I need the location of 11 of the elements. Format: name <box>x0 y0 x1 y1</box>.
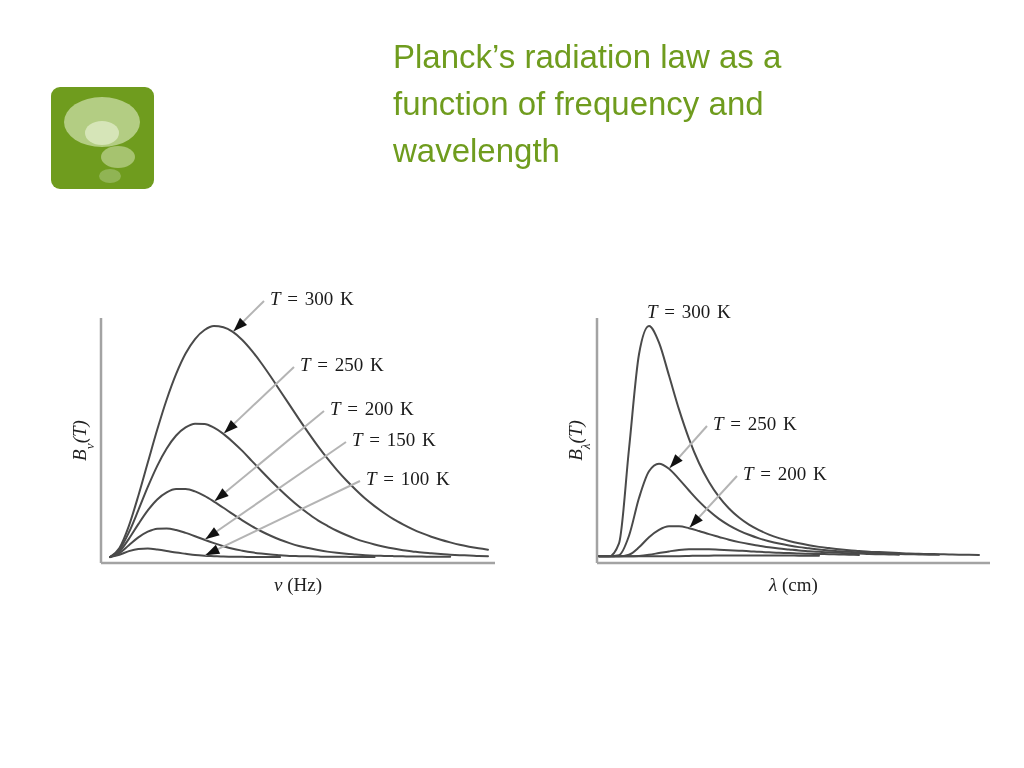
x-axis-title: λ (cm) <box>768 574 818 596</box>
text: Planck’s radiation law as a function of frequency and wavelength <box>392 38 782 169</box>
text: T = 250 K <box>713 413 798 434</box>
text: T = 200 K <box>330 398 415 419</box>
text: T = 200 K <box>743 463 828 484</box>
text: T = 150 K <box>352 429 437 450</box>
text: T = 300 K <box>270 288 355 309</box>
x-axis-title: ν (Hz) <box>274 574 322 596</box>
text: T = 100 K <box>366 468 451 489</box>
series-label: T = 300 K <box>647 301 732 322</box>
text: T = 250 K <box>300 354 385 375</box>
